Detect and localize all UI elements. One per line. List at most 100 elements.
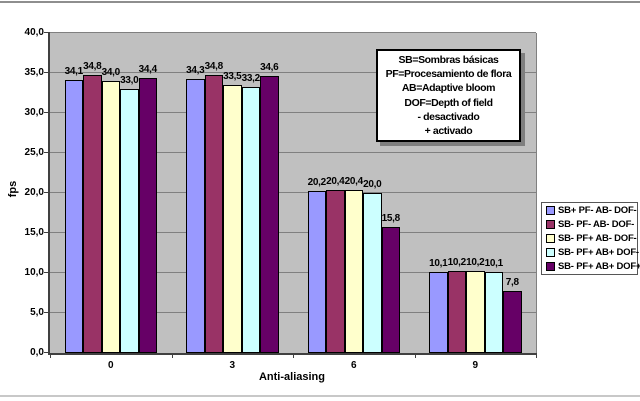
bar	[241, 87, 260, 353]
bar	[466, 271, 485, 353]
frame-bottom-border	[0, 395, 640, 397]
bar	[101, 81, 120, 353]
annotation-line: DOF=Depth of field	[404, 96, 493, 109]
y-axis-tick-label: 30,0	[24, 107, 44, 118]
y-axis-tick-label: 25,0	[24, 147, 44, 158]
bar-data-label: 34,6	[260, 62, 279, 74]
y-axis-tick	[44, 192, 50, 193]
bar	[186, 78, 205, 353]
bar	[307, 191, 326, 353]
x-axis-category-label: 9	[472, 360, 479, 371]
bar-data-label: 10,2	[447, 257, 467, 269]
legend-swatch-icon	[546, 234, 555, 243]
y-axis-tick	[44, 272, 50, 273]
y-axis-tick-label: 20,0	[24, 187, 44, 198]
legend: SB+ PF- AB- DOF- SB- PF- AB- DOF- SB- PF+ …	[541, 202, 640, 275]
gridline	[50, 232, 536, 233]
bar	[447, 271, 466, 353]
bar	[381, 226, 400, 353]
bar-data-label: 34,4	[138, 63, 158, 75]
y-axis-tick-label: 40,0	[24, 27, 44, 38]
x-axis-category-label: 6	[350, 360, 357, 371]
legend-swatch-icon	[546, 262, 555, 271]
y-axis-tick-label: 5,0	[30, 307, 44, 318]
bar-data-label: 15,8	[381, 212, 401, 224]
x-axis-category-label: 3	[229, 360, 236, 371]
y-axis-tick	[44, 232, 50, 233]
bar-data-label: 34,3	[186, 64, 205, 76]
bar	[138, 77, 157, 353]
gridline	[50, 272, 536, 273]
bar	[503, 290, 522, 353]
annotation-line: AB=Adaptive bloom	[401, 82, 496, 95]
legend-label: SB+ PF- AB- DOF-	[558, 205, 637, 216]
bar	[83, 74, 102, 353]
y-axis-tick	[44, 72, 50, 73]
bar	[363, 193, 382, 353]
legend-item: SB+ PF- AB- DOF-	[546, 204, 637, 218]
x-axis-tick	[414, 353, 416, 358]
annotation-line: SB=Sombras básicas	[398, 53, 499, 66]
x-axis-tick	[171, 353, 173, 358]
y-axis-tick	[44, 32, 50, 33]
legend-swatch-icon	[546, 248, 555, 257]
gridline	[50, 312, 536, 313]
bar-data-label: 10,1	[429, 258, 448, 270]
gridline	[50, 112, 536, 113]
legend-item: SB- PF+ AB+ DOF-	[546, 246, 639, 260]
x-axis-category-label: 0	[107, 360, 114, 371]
gridline	[50, 72, 536, 73]
annotation-line: + activado	[424, 124, 473, 137]
gridline	[50, 32, 536, 33]
gridline	[50, 152, 536, 153]
bar-data-label: 34,8	[83, 60, 102, 72]
y-axis-tick	[44, 112, 50, 113]
legend-label: SB- PF- AB- DOF-	[558, 219, 635, 230]
bar-data-label: 7,8	[505, 276, 519, 288]
bar	[120, 89, 139, 353]
y-axis-tick-label: 35,0	[24, 67, 44, 78]
x-axis-tick	[536, 353, 537, 358]
bar-data-label: 33,2	[241, 73, 261, 85]
bar	[64, 80, 83, 353]
y-axis-line	[48, 33, 50, 355]
annotation-line: PF=Procesamiento de flora	[385, 68, 512, 81]
bar	[326, 189, 345, 353]
frame-top-border	[0, 1, 640, 3]
x-axis-line	[48, 353, 537, 355]
legend-label: SB- PF+ AB+ DOF+	[558, 261, 640, 272]
bar-data-label: 34,8	[204, 60, 224, 72]
legend-swatch-icon	[546, 206, 555, 215]
y-axis-tick	[44, 312, 50, 313]
bar-data-label: 34,0	[101, 67, 121, 78]
x-axis-tick	[50, 353, 51, 358]
x-axis-title: Anti-aliasing	[258, 371, 325, 383]
y-axis-title: fps	[7, 180, 19, 198]
bar	[484, 272, 503, 353]
bar-data-label: 20,2	[307, 177, 327, 189]
y-axis-tick	[44, 152, 50, 153]
y-axis-tick-label: 0,0	[30, 347, 44, 358]
bar-data-label: 10,2	[466, 257, 485, 269]
bar	[260, 76, 279, 353]
y-axis-tick-label: 15,0	[24, 227, 44, 238]
annotation-line: - desactivado	[417, 110, 480, 123]
legend-label: SB- PF+ AB+ DOF-	[558, 247, 639, 258]
legend-item: SB- PF+ AB- DOF-	[546, 232, 637, 246]
bar-data-label: 10,1	[484, 258, 504, 270]
bar-data-label: 34,1	[64, 66, 84, 78]
bar	[204, 74, 223, 353]
bar	[223, 85, 242, 353]
bar-data-label: 20,0	[363, 179, 382, 190]
gridline	[50, 192, 536, 193]
bar-data-label: 33,0	[120, 75, 139, 86]
bar	[344, 189, 363, 353]
legend-swatch-icon	[546, 220, 555, 229]
y-axis-tick-label: 10,0	[24, 267, 44, 278]
legend-label: SB- PF+ AB- DOF-	[558, 233, 637, 244]
bar-data-label: 33,5	[223, 71, 242, 82]
bar-data-label: 20,4	[344, 175, 364, 187]
x-axis-tick	[293, 353, 294, 358]
y-axis-tick	[44, 352, 50, 353]
